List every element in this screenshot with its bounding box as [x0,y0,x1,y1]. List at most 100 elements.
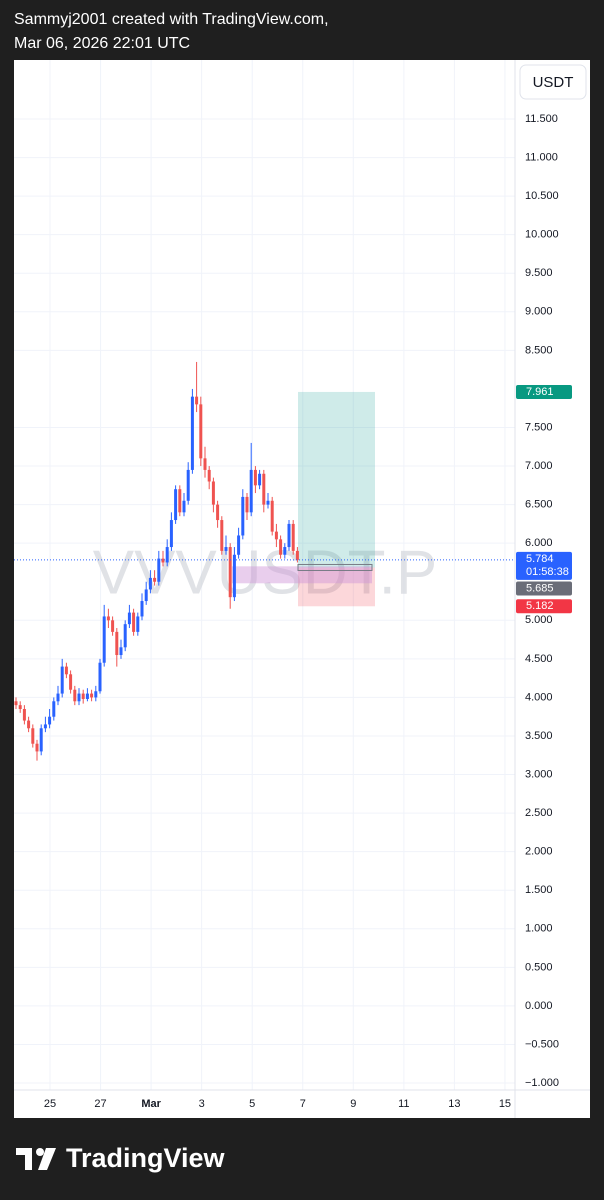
candle-body [119,647,123,656]
candle-body [35,743,39,752]
stop-price-label: 5.182 [526,600,554,612]
x-tick-label: 9 [350,1098,356,1110]
candle-body [94,691,98,698]
plot: 11.500 11.000 10.500 10.000 9.500 9.000 8.500 7… [14,60,559,1110]
stop-price-label-bg [516,599,572,614]
y-tick-label: 1.500 [525,884,553,896]
logo-slash [38,1148,56,1170]
candle-body [262,473,266,505]
candle-body [69,674,73,690]
candle-body [174,489,178,521]
candle-body [43,724,47,729]
y-tick-label: 0.500 [525,961,553,973]
candle-body [27,720,31,729]
candle-body [98,662,102,692]
candle-body [161,558,165,563]
candle-body [56,693,60,702]
candle-body [186,469,190,501]
candle-body [165,547,169,563]
candle-body [232,554,236,598]
candle-body [39,728,43,752]
footer-logo: TradingView [16,1143,226,1173]
candle-body [14,701,18,706]
footer-brand: TradingView [66,1143,226,1173]
candle-body [106,616,110,621]
candle-body [270,500,274,532]
candle-body [283,547,287,555]
candle-body [22,709,26,721]
candle-body [52,701,56,717]
currency-button[interactable] [519,64,587,100]
candle-body [266,500,270,505]
candle-body [102,616,106,663]
candle-body [295,550,299,560]
candle-body [31,728,35,744]
candle-body [279,539,283,555]
candle-body [253,469,257,486]
last-price-label-bg [516,551,572,580]
x-tick-label: 7 [300,1098,306,1110]
profit-zone [298,391,375,568]
candle-body [216,504,220,521]
currency-button-label[interactable]: USDT [533,74,574,91]
candle-body [85,693,89,699]
candle-body [73,689,77,702]
y-tick-label: −0.500 [525,1038,559,1050]
y-tick-label: 2.500 [525,807,553,819]
y-tick-label: 6.500 [525,499,553,511]
support-zone [232,566,372,584]
candle-body [140,601,144,617]
candle-body [178,489,182,513]
candle-body [153,577,157,582]
y-tick-label: 6.000 [525,537,553,549]
y-tick-label: 5.000 [525,614,553,626]
candle-body [60,666,64,694]
y-tick-label: 1.000 [525,923,553,935]
candle-body [207,469,211,482]
candle-body [224,547,228,551]
candle-body [237,535,241,555]
candle-body [81,693,85,699]
candle-body [90,693,94,698]
candle-body [274,531,278,540]
y-tick-label: 9.500 [525,267,553,279]
target-price-label-bg [516,384,572,399]
loss-zone [298,567,375,607]
candle-body [199,404,203,459]
candle-body [211,481,215,505]
x-tick-label: 25 [44,1098,56,1110]
y-tick-label: 8.500 [525,344,553,356]
countdown-label: 01:58:38 [526,566,569,578]
y-tick-label: 4.500 [525,653,553,665]
candle-body [241,496,245,536]
candle-body [195,396,199,405]
candle-body [18,705,22,710]
x-tick-label: 11 [398,1098,409,1110]
x-tick-label: 15 [499,1098,511,1110]
candle-body [64,666,68,675]
x-tick-label: 5 [249,1098,255,1110]
candle-body [249,469,253,513]
y-tick-label: 10.500 [525,190,559,202]
candle-body [203,458,207,470]
y-tick-label: −1.000 [525,1077,559,1089]
chart-panel [14,60,590,1118]
candle-body [111,620,115,632]
candle-body [136,616,140,632]
y-tick-label: 3.500 [525,730,553,742]
header-author: Sammyj2001 created with TradingView.com, [14,11,329,28]
candle-body [220,520,224,551]
candle-body [182,500,186,513]
y-tick-label: 0.000 [525,1000,553,1012]
entry-price-label-bg [516,581,572,596]
candle-body [115,631,119,656]
y-tick-label: 7.000 [525,460,553,472]
candle-body [48,716,52,725]
entry-box [297,563,373,571]
y-tick-label: 9.000 [525,306,553,318]
header-date: Mar 06, 2026 22:01 UTC [14,35,190,52]
candle-body [127,612,131,625]
candle-body [157,558,161,582]
entry-price-label: 5.685 [526,582,554,594]
